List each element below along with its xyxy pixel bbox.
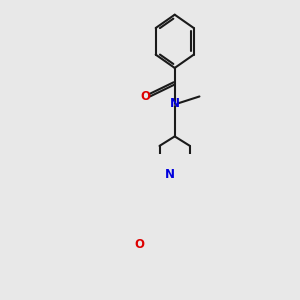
Text: N: N (170, 97, 180, 110)
Text: O: O (140, 90, 150, 103)
Text: N: N (165, 168, 175, 181)
Text: O: O (134, 238, 145, 251)
